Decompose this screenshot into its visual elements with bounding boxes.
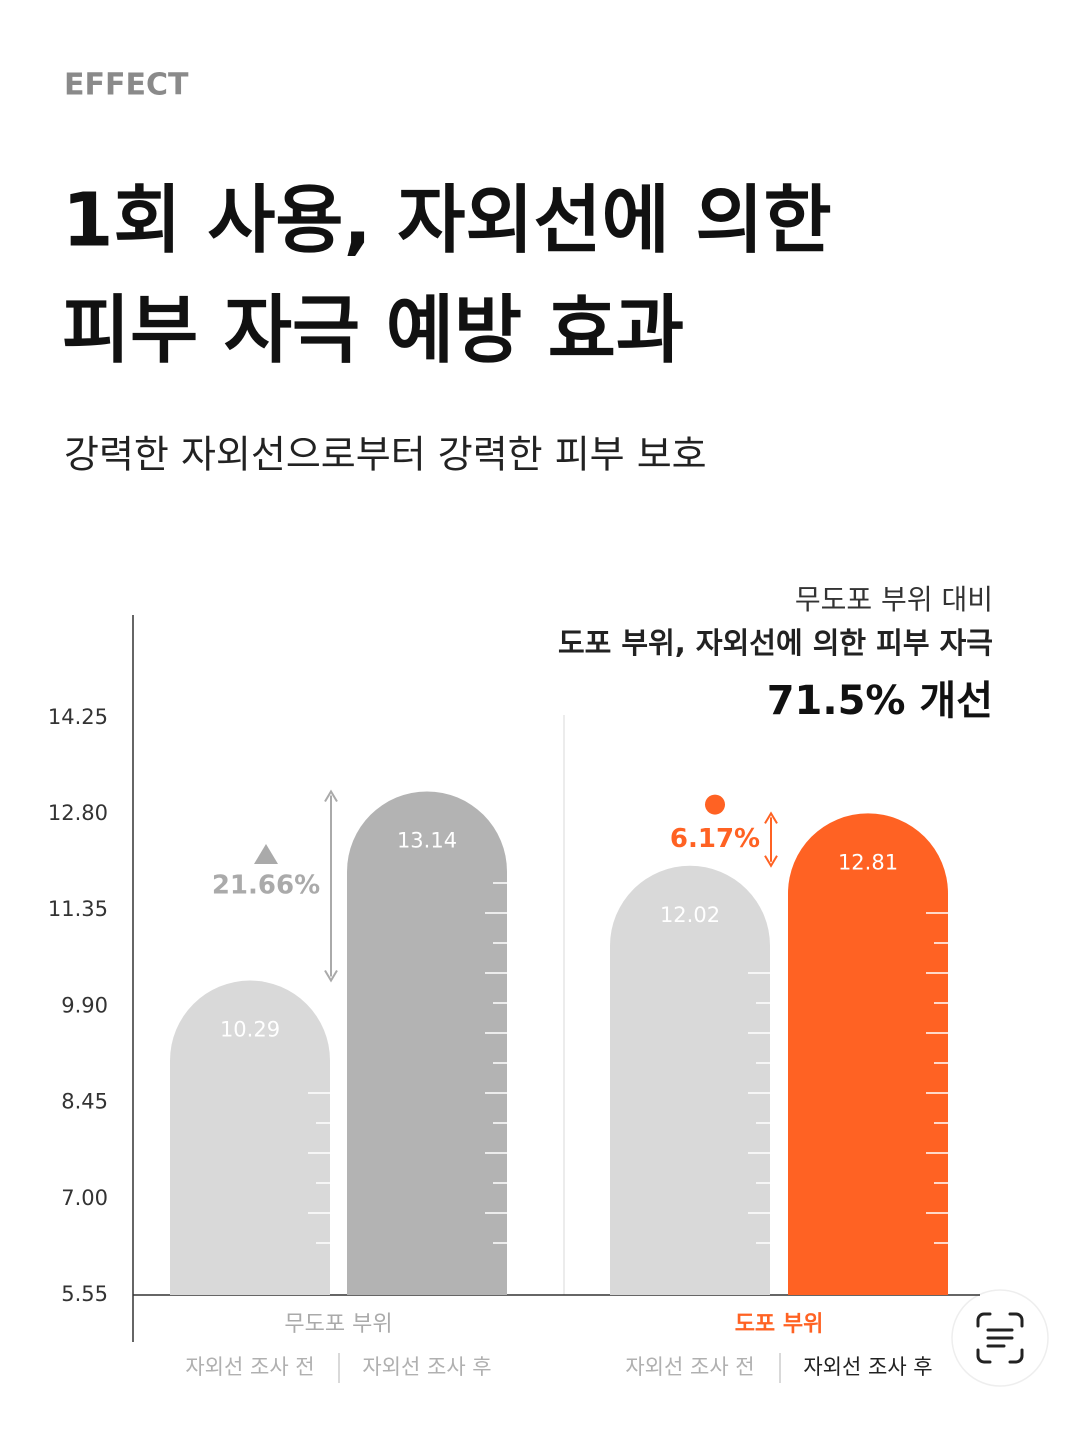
x-tick-label: 자외선 조사 전 [185, 1355, 314, 1379]
y-tick-label: 12.80 [48, 801, 108, 825]
group-label: 도포 부위 [735, 1312, 824, 1337]
value-label: 13.14 [397, 828, 457, 852]
y-tick-label: 7.00 [61, 1186, 108, 1210]
change-label: 6.17% [670, 824, 760, 854]
value-label: 12.02 [660, 903, 720, 927]
callout: 무도포 부위 대비 [795, 583, 993, 616]
arrow-head [764, 811, 778, 868]
change-label: 21.66% [212, 871, 320, 901]
bar [610, 865, 770, 1295]
group-label: 무도포 부위 [284, 1312, 392, 1337]
y-tick-label: 8.45 [61, 1090, 108, 1114]
warning-icon [254, 844, 278, 865]
title: 1회 사용, 자외선에 의한 [62, 178, 832, 264]
y-tick-label: 5.55 [61, 1282, 108, 1306]
x-tick-label: 자외선 조사 후 [803, 1355, 932, 1379]
callout: 도포 부위, 자외선에 의한 피부 자극 [558, 626, 993, 660]
bar [788, 813, 948, 1295]
y-tick-label: 11.35 [48, 897, 108, 921]
y-tick-label: 14.25 [48, 705, 108, 729]
x-tick-label: 자외선 조사 전 [625, 1355, 754, 1379]
scan-button[interactable] [951, 1289, 1049, 1387]
title: 피부 자극 예방 효과 [62, 288, 684, 374]
arrow-head [324, 789, 338, 983]
bar [347, 791, 507, 1295]
x-tick-label: 자외선 조사 후 [362, 1355, 491, 1379]
y-tick-label: 9.90 [61, 993, 108, 1017]
bar [170, 980, 330, 1295]
value-label: 12.81 [838, 850, 898, 874]
subtitle: 강력한 자외선으로부터 강력한 피부 보호 [64, 433, 707, 477]
value-label: 10.29 [220, 1018, 280, 1042]
callout-highlight: 71.5% 개선 [767, 678, 993, 724]
check-icon [705, 794, 725, 815]
eyebrow: EFFECT [64, 68, 189, 103]
